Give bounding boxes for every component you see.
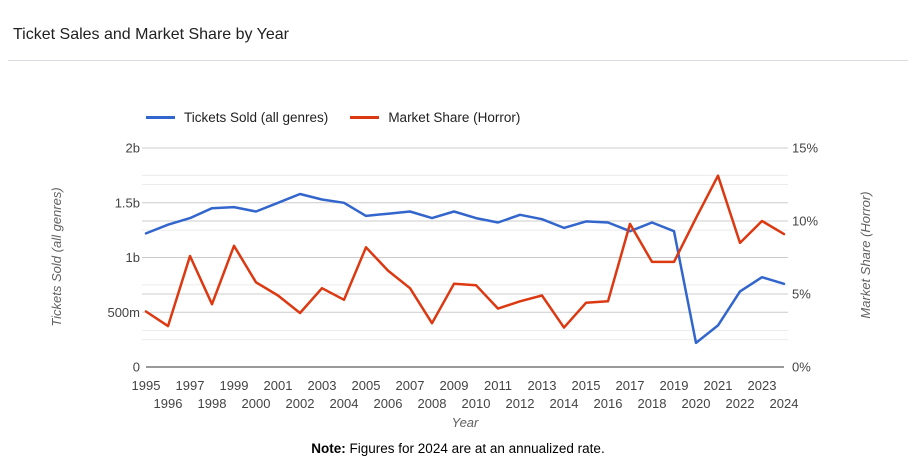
page-title: Ticket Sales and Market Share by Year	[13, 26, 289, 43]
x-axis-tick-label: 2017	[616, 378, 645, 393]
x-axis-tick-label: 2012	[506, 396, 535, 411]
legend-item-market-share: Market Share (Horror)	[350, 110, 520, 125]
x-axis-tick-label: 2024	[770, 396, 799, 411]
x-axis-tick-label: 2013	[528, 378, 557, 393]
legend-label: Tickets Sold (all genres)	[184, 109, 329, 125]
left-axis-tick-label: 2b	[126, 141, 140, 156]
x-axis-tick-label: 2000	[242, 396, 271, 411]
left-axis-tick-label: 0	[133, 360, 140, 375]
x-axis-tick-label: 2018	[638, 396, 667, 411]
x-axis-tick-label: 2001	[264, 378, 293, 393]
right-axis-tick-label: 0%	[792, 360, 811, 375]
x-axis-tick-label: 2002	[286, 396, 315, 411]
series-line-market-share	[144, 174, 786, 329]
x-axis-tick-label: 2005	[352, 378, 381, 393]
legend-item-tickets-sold: Tickets Sold (all genres)	[146, 110, 328, 125]
x-axis-tick-label: 1999	[220, 378, 249, 393]
x-axis-tick-label: 1997	[176, 378, 205, 393]
x-axis-tick-label: 1995	[132, 378, 161, 393]
x-axis-tick-label: 1998	[198, 396, 227, 411]
legend-swatch-red-line	[350, 115, 380, 119]
x-axis-tick-label: 2010	[462, 396, 491, 411]
x-axis-tick-label: 2016	[594, 396, 623, 411]
right-axis-title: Market Share (Horror)	[858, 191, 873, 318]
left-axis-title: Tickets Sold (all genres)	[49, 187, 64, 326]
x-axis-tick-label: 2006	[374, 396, 403, 411]
right-axis-tick-label: 5%	[792, 287, 811, 302]
x-axis-tick-label: 2004	[330, 396, 359, 411]
footnote-text: Figures for 2024 are at an annualized ra…	[345, 441, 605, 456]
x-axis-tick-label: 2008	[418, 396, 447, 411]
right-axis-tick-label: 10%	[792, 214, 818, 229]
x-axis-tick-label: 2003	[308, 378, 337, 393]
legend-swatch-blue-line	[146, 115, 175, 119]
right-axis-tick-label: 15%	[792, 141, 818, 156]
series-line-tickets-sold	[144, 192, 786, 345]
x-axis-tick-label: 2007	[396, 378, 425, 393]
left-axis-tick-label: 1b	[126, 250, 140, 265]
x-axis-tick-label: 2020	[682, 396, 711, 411]
x-axis-tick-label: 2015	[572, 378, 601, 393]
x-axis-tick-label: 2023	[748, 378, 777, 393]
x-axis-tick-label: 2022	[726, 396, 755, 411]
x-axis-tick-label: 2011	[484, 378, 512, 393]
footnote-label: Note:	[311, 441, 346, 456]
x-axis-title: Year	[452, 415, 479, 430]
footnote: Note: Figures for 2024 are at an annuali…	[0, 441, 916, 456]
left-axis-tick-label: 1.5b	[115, 195, 140, 210]
x-axis-tick-label: 2009	[440, 378, 469, 393]
legend-label: Market Share (Horror)	[388, 109, 521, 125]
x-axis-tick-label: 1996	[154, 396, 183, 411]
chart-legend: Tickets Sold (all genres) Market Share (…	[146, 109, 542, 125]
x-axis-tick-label: 2014	[550, 396, 579, 411]
title-divider	[8, 60, 908, 61]
x-axis-tick-label: 2019	[660, 378, 689, 393]
left-axis-tick-label: 500m	[107, 305, 140, 320]
x-axis-tick-label: 2021	[704, 378, 733, 393]
